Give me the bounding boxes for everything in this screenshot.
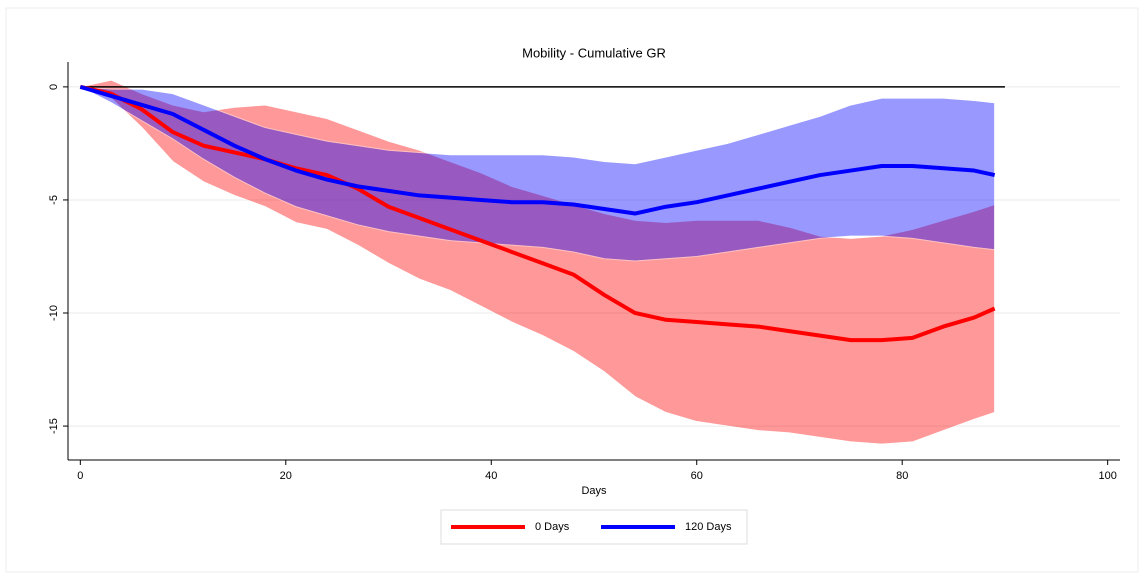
- legend-label: 0 Days: [535, 521, 570, 533]
- y-tick-label: -10: [48, 305, 60, 321]
- confidence-band: [80, 86, 996, 262]
- y-tick-label: 0: [48, 84, 60, 90]
- x-tick-label: 100: [1098, 470, 1116, 482]
- x-axis-label: Days: [581, 485, 607, 497]
- x-tick-label: 60: [691, 470, 703, 482]
- frame: [5, 7, 1139, 573]
- chart-title: Mobility - Cumulative GR: [522, 45, 666, 60]
- y-tick-label: -5: [48, 195, 60, 205]
- x-tick-label: 80: [896, 470, 908, 482]
- series-line: [79, 84, 996, 216]
- x-tick-label: 0: [77, 470, 83, 482]
- legend-label: 120 Days: [685, 521, 732, 533]
- x-tick-label: 20: [280, 470, 292, 482]
- series-line: [79, 84, 996, 343]
- legend: 0 Days 120 Days: [440, 509, 748, 545]
- x-tick-label: 40: [485, 470, 497, 482]
- y-tick-label: -15: [48, 418, 60, 434]
